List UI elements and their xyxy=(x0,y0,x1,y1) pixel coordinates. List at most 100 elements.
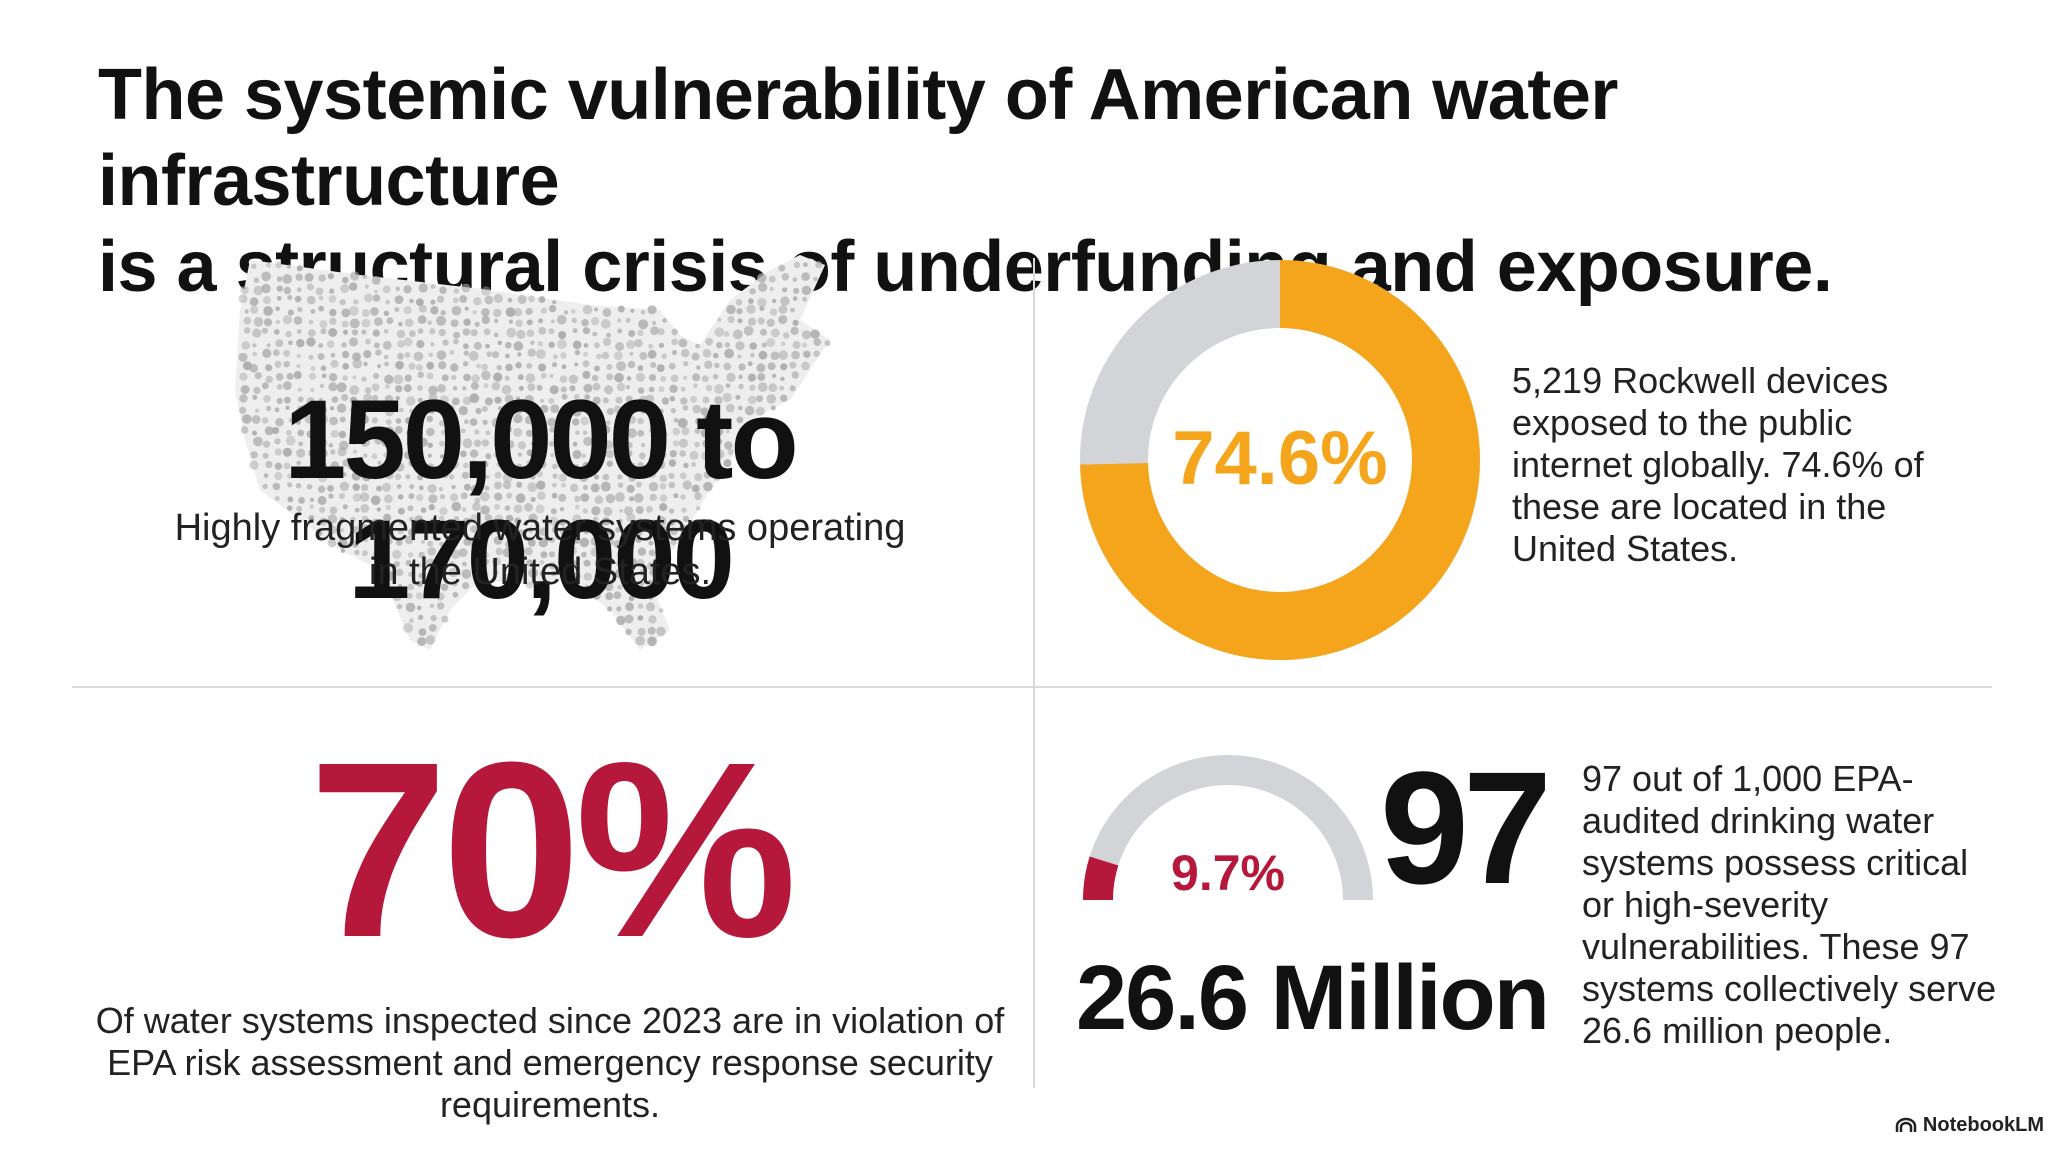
map-dot xyxy=(475,407,482,415)
map-dot xyxy=(342,276,349,284)
map-dot xyxy=(307,329,316,337)
map-dot xyxy=(491,417,502,428)
map-dot xyxy=(558,438,568,447)
map-dot xyxy=(704,360,713,369)
map-dot xyxy=(274,329,280,335)
map-dot xyxy=(813,276,818,282)
map-dot xyxy=(714,327,725,337)
map-dot xyxy=(287,294,293,301)
map-dot xyxy=(405,417,413,425)
map-dot xyxy=(476,363,481,369)
map-dot xyxy=(538,460,547,469)
map-dot xyxy=(385,561,390,566)
map-dot xyxy=(617,474,623,480)
map-dot xyxy=(515,362,522,369)
map-dot xyxy=(347,460,358,471)
map-dot xyxy=(702,396,710,404)
map-dot xyxy=(658,408,664,414)
map-dot xyxy=(428,504,435,511)
map-dot xyxy=(407,505,414,512)
map-dot xyxy=(615,342,625,351)
map-dot xyxy=(263,318,273,327)
map-dot xyxy=(376,507,381,512)
map-dot xyxy=(647,636,657,647)
map-dot xyxy=(408,408,415,414)
map-dot xyxy=(340,528,345,533)
map-dot xyxy=(801,285,812,295)
map-dot xyxy=(637,547,647,556)
map-dot xyxy=(649,420,655,426)
map-dot xyxy=(648,540,654,546)
map-dot xyxy=(647,562,655,570)
map-dot xyxy=(461,283,471,293)
map-dot xyxy=(397,352,404,360)
map-dot xyxy=(732,329,743,340)
map-dot xyxy=(405,318,414,327)
map-dot xyxy=(559,526,570,536)
map-dot xyxy=(605,449,615,459)
map-dot xyxy=(404,450,413,460)
map-dot xyxy=(363,537,369,543)
map-dot xyxy=(625,441,633,450)
map-dot xyxy=(626,428,637,439)
map-dot xyxy=(648,386,655,393)
map-dot xyxy=(743,325,754,336)
map-dot xyxy=(616,382,626,392)
map-dot xyxy=(617,420,624,427)
map-dot xyxy=(680,386,686,392)
map-dot xyxy=(547,417,557,427)
map-dot xyxy=(571,472,578,480)
map-dot xyxy=(308,354,314,360)
map-dot xyxy=(463,538,471,546)
map-dot xyxy=(428,624,437,632)
map-dot xyxy=(514,571,523,580)
map-dot xyxy=(579,537,590,548)
map-dot xyxy=(694,427,701,434)
map-dot xyxy=(525,407,534,416)
map-dot xyxy=(657,460,666,469)
map-dot xyxy=(372,372,380,380)
map-dot xyxy=(437,384,446,393)
map-dot xyxy=(540,551,548,559)
map-dot xyxy=(393,374,404,385)
map-dot xyxy=(320,328,327,335)
map-dot xyxy=(789,361,797,369)
map-dot xyxy=(624,614,634,624)
map-dot xyxy=(493,332,499,338)
map-dot xyxy=(385,419,392,425)
map-dot xyxy=(463,462,469,469)
map-dot xyxy=(645,394,655,403)
map-dot xyxy=(497,406,502,411)
map-dot xyxy=(513,427,523,437)
map-dot xyxy=(625,628,632,636)
map-dot xyxy=(462,438,473,449)
map-dot xyxy=(420,539,426,544)
map-dot xyxy=(658,342,665,349)
map-dot xyxy=(712,418,720,425)
map-dot xyxy=(310,387,315,393)
map-dot xyxy=(474,570,479,576)
map-dot xyxy=(276,276,283,282)
map-dot xyxy=(481,315,490,325)
map-dot xyxy=(505,426,513,433)
map-dot xyxy=(592,405,601,414)
people-served: 26.6 Million xyxy=(1076,947,1550,1049)
map-dot xyxy=(462,396,472,406)
map-dot xyxy=(363,463,369,469)
map-dot xyxy=(327,525,337,535)
map-dot xyxy=(371,472,380,480)
map-dot xyxy=(669,508,675,514)
map-dot xyxy=(342,504,348,510)
map-dot xyxy=(382,340,392,350)
map-dot xyxy=(481,439,490,447)
map-dot xyxy=(426,372,434,380)
map-dot xyxy=(274,407,280,413)
map-dot xyxy=(636,558,645,568)
map-dot xyxy=(440,583,449,591)
map-dot xyxy=(582,370,591,379)
map-dot xyxy=(593,474,600,480)
map-dot xyxy=(439,541,444,547)
map-dot xyxy=(318,448,328,458)
map-dot xyxy=(262,440,271,448)
map-dot xyxy=(252,351,258,357)
